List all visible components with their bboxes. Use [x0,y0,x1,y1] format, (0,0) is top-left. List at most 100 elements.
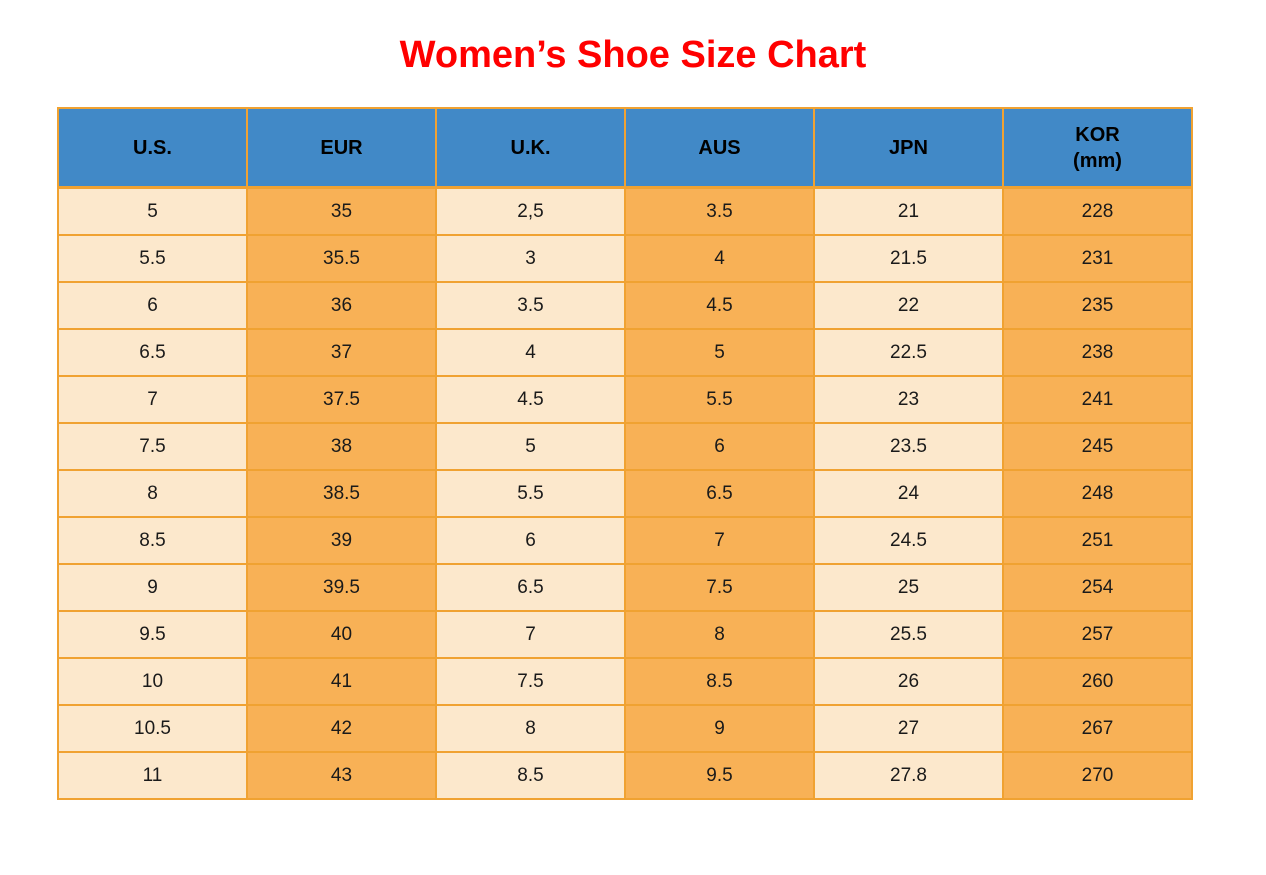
cell: 4.5 [624,281,815,330]
cell: 4 [435,328,626,377]
column-header-eur: EUR [246,107,437,189]
cell: 5.5 [57,234,248,283]
table-row: 7 37.5 4.5 5.5 23 241 [57,375,1193,424]
column-header-line: (mm) [1073,149,1122,172]
cell: 38 [246,422,437,471]
cell: 9 [624,704,815,753]
table-row: 7.5 38 5 6 23.5 245 [57,422,1193,471]
cell: 21 [813,186,1004,236]
cell: 254 [1002,563,1193,612]
cell: 8 [435,704,626,753]
table-header-row: U.S. EUR U.K. AUS JPN KOR (mm) [57,107,1193,189]
cell: 6 [57,281,248,330]
cell: 42 [246,704,437,753]
cell: 228 [1002,186,1193,236]
table-header: U.S. EUR U.K. AUS JPN KOR (mm) [57,107,1193,189]
table-row: 9 39.5 6.5 7.5 25 254 [57,563,1193,612]
cell: 8 [624,610,815,659]
cell: 231 [1002,234,1193,283]
cell: 9.5 [624,751,815,800]
column-header-line: JPN [889,136,928,159]
cell: 27 [813,704,1004,753]
column-header-line: U.K. [510,136,551,159]
cell: 5 [624,328,815,377]
cell: 27.8 [813,751,1004,800]
column-header-line: AUS [698,136,741,159]
cell: 37.5 [246,375,437,424]
table-row: 5 35 2,5 3.5 21 228 [57,186,1193,236]
table-row: 8.5 39 6 7 24.5 251 [57,516,1193,565]
cell: 6 [624,422,815,471]
cell: 23.5 [813,422,1004,471]
cell: 4 [624,234,815,283]
column-header-line: KOR [1075,123,1120,146]
cell: 11 [57,751,248,800]
cell: 6.5 [624,469,815,518]
cell: 10.5 [57,704,248,753]
page-title: Women’s Shoe Size Chart [399,34,867,76]
cell: 7.5 [435,657,626,706]
cell: 267 [1002,704,1193,753]
column-header-us: U.S. [57,107,248,189]
column-header-line: U.S. [133,136,172,159]
cell: 270 [1002,751,1193,800]
cell: 10 [57,657,248,706]
column-header-aus: AUS [624,107,815,189]
table-row: 9.5 40 7 8 25.5 257 [57,610,1193,659]
cell: 248 [1002,469,1193,518]
cell: 9 [57,563,248,612]
cell: 7.5 [57,422,248,471]
cell: 26 [813,657,1004,706]
cell: 5.5 [435,469,626,518]
cell: 24.5 [813,516,1004,565]
table-row: 6 36 3.5 4.5 22 235 [57,281,1193,330]
cell: 39 [246,516,437,565]
cell: 6.5 [435,563,626,612]
column-header-uk: U.K. [435,107,626,189]
table-row: 11 43 8.5 9.5 27.8 270 [57,751,1193,800]
column-header-jpn: JPN [813,107,1004,189]
cell: 3.5 [624,186,815,236]
column-header-line: EUR [320,136,363,159]
cell: 8.5 [435,751,626,800]
cell: 38.5 [246,469,437,518]
cell: 245 [1002,422,1193,471]
cell: 5 [57,186,248,236]
cell: 5 [435,422,626,471]
table-body: 5 35 2,5 3.5 21 228 5.5 35.5 3 4 21.5 231 6 36 3.5 4.5 2… [57,186,1193,800]
shoe-size-table: U.S. EUR U.K. AUS JPN KOR (mm) 5 35 2,5 3.5 21 228 5… [57,107,1193,800]
cell: 7 [57,375,248,424]
cell: 241 [1002,375,1193,424]
cell: 260 [1002,657,1193,706]
cell: 7 [624,516,815,565]
cell: 7 [435,610,626,659]
cell: 8.5 [57,516,248,565]
cell: 21.5 [813,234,1004,283]
cell: 2,5 [435,186,626,236]
cell: 251 [1002,516,1193,565]
cell: 3 [435,234,626,283]
cell: 25 [813,563,1004,612]
cell: 23 [813,375,1004,424]
cell: 39.5 [246,563,437,612]
cell: 43 [246,751,437,800]
cell: 35 [246,186,437,236]
cell: 3.5 [435,281,626,330]
cell: 35.5 [246,234,437,283]
cell: 5.5 [624,375,815,424]
cell: 6 [435,516,626,565]
table-row: 6.5 37 4 5 22.5 238 [57,328,1193,377]
cell: 4.5 [435,375,626,424]
cell: 25.5 [813,610,1004,659]
cell: 238 [1002,328,1193,377]
cell: 24 [813,469,1004,518]
table-row: 10 41 7.5 8.5 26 260 [57,657,1193,706]
column-header-kormm: KOR (mm) [1002,107,1193,189]
table-row: 5.5 35.5 3 4 21.5 231 [57,234,1193,283]
table-row: 8 38.5 5.5 6.5 24 248 [57,469,1193,518]
cell: 6.5 [57,328,248,377]
cell: 8.5 [624,657,815,706]
cell: 257 [1002,610,1193,659]
cell: 7.5 [624,563,815,612]
cell: 36 [246,281,437,330]
